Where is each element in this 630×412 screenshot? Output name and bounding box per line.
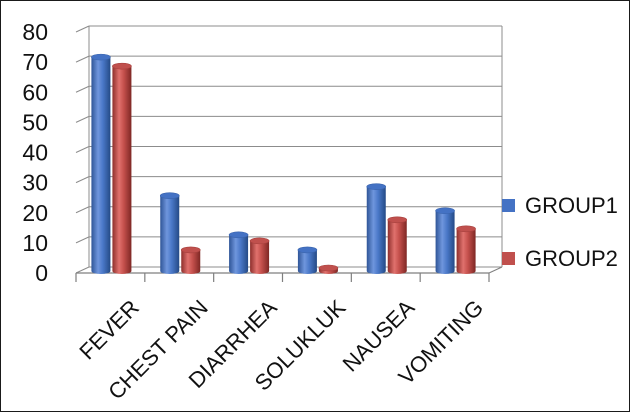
y-tick-label: 70 <box>22 49 48 75</box>
bar-group1-diarrhea <box>228 231 249 274</box>
y-tick-label: 10 <box>22 230 48 256</box>
bar-group1-solukluk <box>297 246 318 274</box>
bar-group1-nausea <box>366 183 387 274</box>
y-tick-label: 20 <box>22 200 48 226</box>
bar-group2-nausea <box>387 216 408 274</box>
wall-diagonal <box>75 176 90 184</box>
wall-diagonal <box>75 25 90 33</box>
legend-swatch-group2 <box>502 252 515 265</box>
floor-right-edge <box>488 266 503 274</box>
axes <box>75 26 503 282</box>
legend: GROUP1 GROUP2 <box>502 193 618 271</box>
bar-group1-chest-pain <box>159 192 180 274</box>
y-tick-label: 40 <box>22 140 48 166</box>
bars <box>91 53 476 275</box>
wall-diagonal <box>75 146 90 153</box>
bar-group1-vomiting <box>435 207 455 274</box>
y-tick-label: 50 <box>22 109 48 135</box>
legend-swatch-group1 <box>502 199 515 212</box>
bar-group2-vomiting <box>456 225 476 274</box>
bar-group2-solukluk <box>318 264 339 274</box>
x-category-label: FEVER <box>74 295 144 365</box>
wall-diagonal <box>75 85 90 93</box>
wall-diagonal <box>75 236 90 244</box>
gridlines <box>75 25 502 274</box>
y-tick-label: 0 <box>35 260 48 286</box>
wall-diagonal <box>75 206 90 214</box>
bar-group2-chest-pain <box>180 246 201 274</box>
bar-group2-diarrhea <box>249 237 270 275</box>
legend-label-group2: GROUP2 <box>525 246 618 271</box>
y-tick-labels: 0 10 20 30 40 50 60 70 80 <box>22 19 48 286</box>
wall-diagonal <box>75 115 90 123</box>
y-tick-label: 80 <box>22 19 48 45</box>
bar-group1-fever <box>91 53 111 274</box>
wall-diagonal <box>75 55 90 63</box>
y-tick-label: 30 <box>22 170 48 196</box>
bar-group2-fever <box>112 62 132 275</box>
wall-diagonal <box>75 266 90 274</box>
legend-label-group1: GROUP1 <box>525 193 618 218</box>
y-tick-label: 60 <box>22 79 48 105</box>
